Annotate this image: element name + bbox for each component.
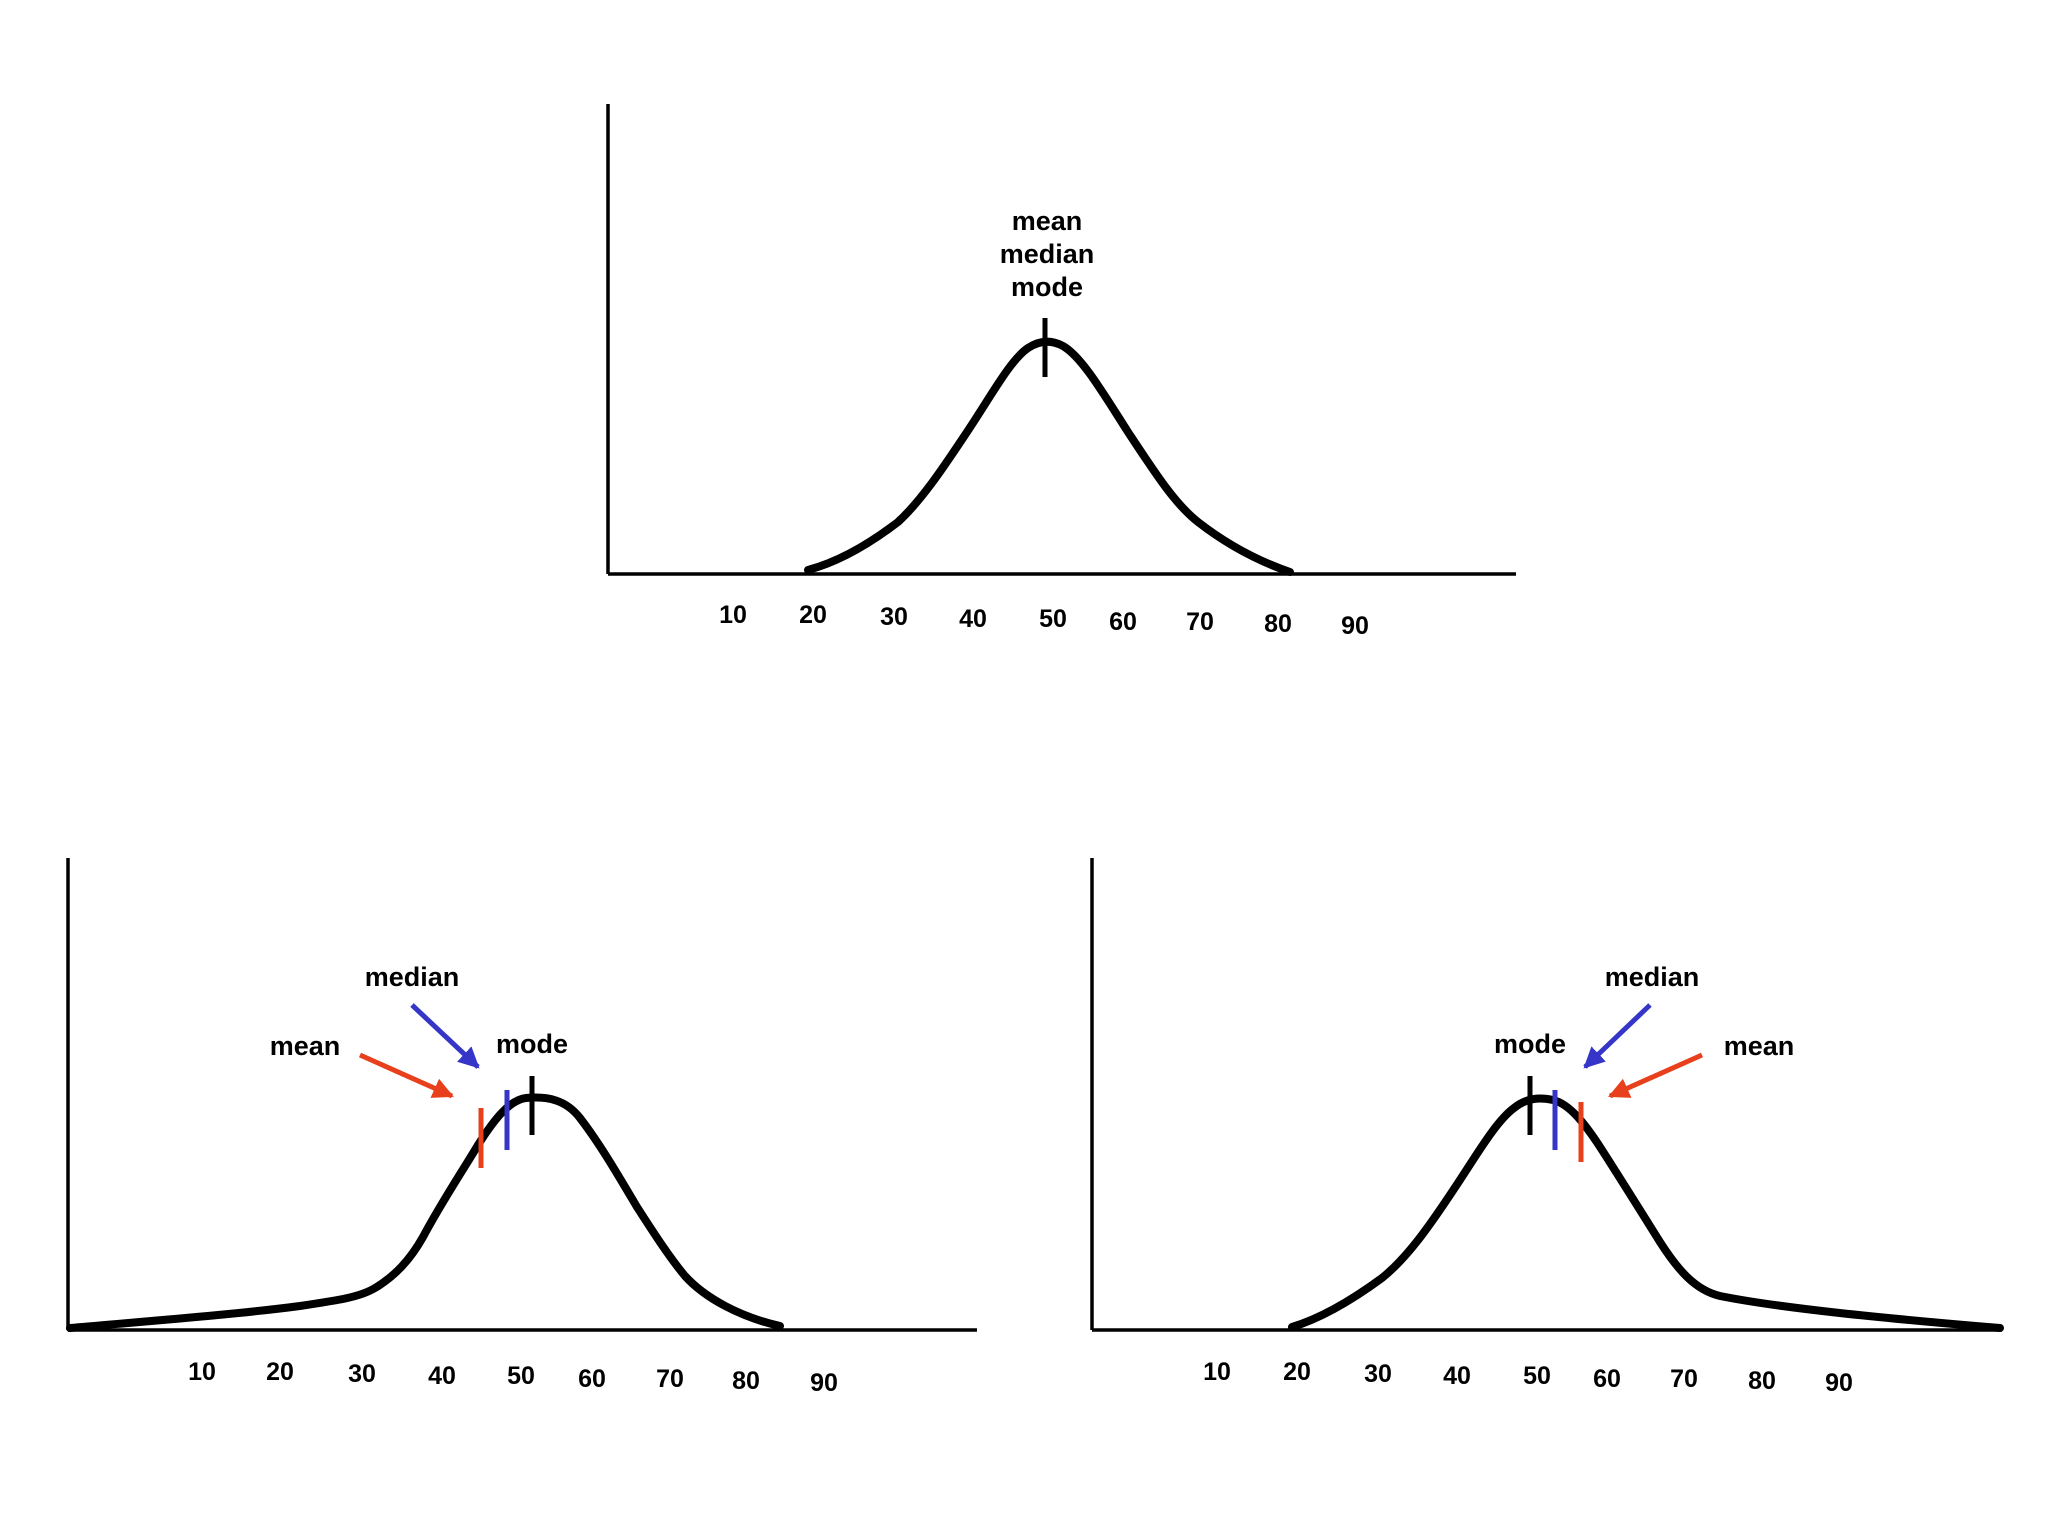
label-mode: mode — [1011, 272, 1083, 302]
label-mean: mean — [1012, 206, 1083, 236]
panel-symmetric: mean median mode 10 20 30 40 50 60 70 80… — [606, 104, 1516, 640]
tick-label: 60 — [1109, 608, 1137, 636]
tick-label: 60 — [1593, 1365, 1621, 1393]
median-arrow — [410, 1003, 480, 1069]
tick-label: 10 — [1203, 1358, 1231, 1386]
tick-label: 10 — [188, 1358, 216, 1386]
tick-label: 30 — [1364, 1360, 1392, 1388]
tick-label: 70 — [1670, 1365, 1698, 1393]
tick-label: 90 — [1341, 612, 1369, 640]
tick-label: 20 — [1283, 1358, 1311, 1386]
tick-label: 40 — [1443, 1362, 1471, 1390]
distribution-curve — [66, 1093, 784, 1332]
tick-label: 90 — [810, 1369, 838, 1397]
label-median: median — [1605, 962, 1700, 992]
distribution-curve — [804, 337, 1294, 576]
mean-arrow — [358, 1052, 454, 1099]
tick-label: 40 — [428, 1362, 456, 1390]
label-mean: mean — [270, 1031, 341, 1061]
tick-label: 70 — [656, 1365, 684, 1393]
tick-label: 50 — [1039, 605, 1067, 633]
tick-label: 10 — [719, 601, 747, 629]
label-median: median — [365, 962, 460, 992]
tick-label: 40 — [959, 605, 987, 633]
tick-label: 80 — [1748, 1367, 1776, 1395]
tick-label: 50 — [507, 1362, 535, 1390]
tick-label: 50 — [1523, 1362, 1551, 1390]
mean-arrow — [1608, 1052, 1704, 1099]
tick-label: 90 — [1825, 1369, 1853, 1397]
tick-label: 20 — [799, 601, 827, 629]
label-mode: mode — [1494, 1029, 1566, 1059]
label-mean: mean — [1724, 1031, 1795, 1061]
tick-label: 70 — [1186, 608, 1214, 636]
distribution-curve — [1288, 1094, 2004, 1332]
median-arrow — [1583, 1003, 1652, 1069]
panel-left-skewed: mean median mode 10 20 30 40 50 60 70 80… — [66, 858, 977, 1397]
tick-label: 80 — [732, 1367, 760, 1395]
panel-right-skewed: mode median mean 10 20 30 40 50 60 70 80… — [1090, 858, 2004, 1397]
tick-label: 60 — [578, 1365, 606, 1393]
tick-label: 80 — [1264, 610, 1292, 638]
tick-label: 30 — [348, 1360, 376, 1388]
label-median: median — [1000, 239, 1095, 269]
tick-label: 30 — [880, 603, 908, 631]
label-mode: mode — [496, 1029, 568, 1059]
tick-label: 20 — [266, 1358, 294, 1386]
